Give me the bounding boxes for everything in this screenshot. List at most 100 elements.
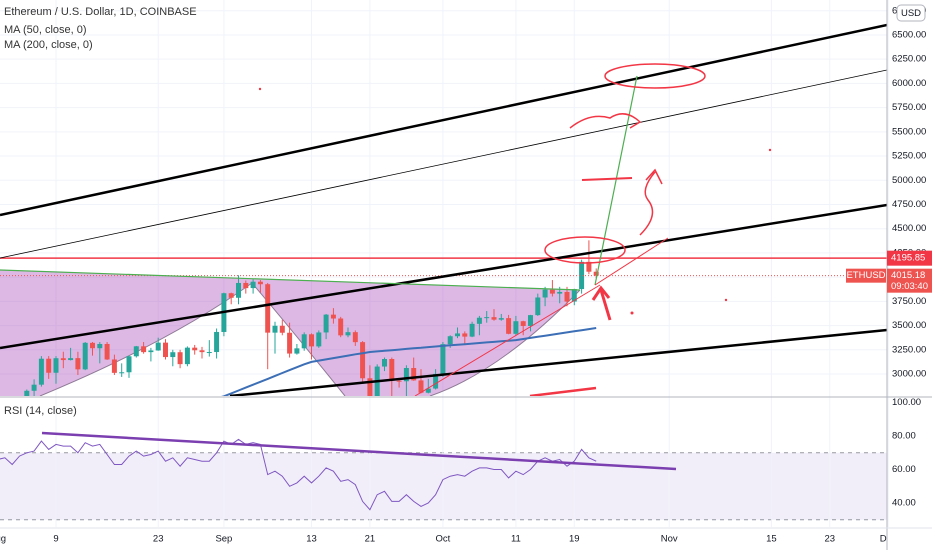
candle-body [520, 321, 526, 326]
currency-box[interactable] [896, 4, 926, 22]
candle-body [455, 333, 460, 337]
candle-body [425, 388, 431, 393]
symbol-label: ETHUSD [846, 270, 885, 281]
candle-body [433, 373, 439, 389]
moving-average [221, 327, 597, 396]
x-tick-label: 13 [306, 534, 317, 545]
trendline [0, 69, 887, 259]
candle-body [272, 325, 278, 333]
last-price-box [887, 268, 932, 293]
grid [0, 0, 889, 527]
dot [630, 311, 634, 315]
hline-label-box [887, 250, 932, 266]
rsi-tick-label: 100.00 [892, 397, 921, 408]
time-axis: Aug 9 23 Sep 13 21 Oct 11 19 Nov 15 23 Dec [0, 534, 887, 545]
candle-body [462, 333, 468, 337]
trendline [229, 328, 887, 396]
y-tick-label: 6500.00 [892, 29, 926, 40]
shaded-region [0, 270, 580, 396]
candle-body [170, 352, 176, 358]
candle-body [177, 352, 183, 365]
candle-body [287, 332, 293, 354]
rsi-trendline [41, 431, 677, 471]
candle-body [564, 291, 570, 302]
candle-body [571, 289, 577, 302]
candle-body [469, 323, 475, 337]
marks [0, 240, 887, 511]
rsi-tick-label: 40.00 [892, 498, 916, 509]
last-price-label: 4015.18 [891, 270, 925, 281]
candle-body [593, 271, 599, 276]
x-tick-label: Sep [215, 534, 232, 545]
candle-body [528, 315, 533, 326]
x-tick-label: 11 [511, 534, 521, 545]
candle-body [68, 358, 74, 361]
y-tick-label: 3000.00 [892, 369, 926, 380]
dot [724, 298, 728, 302]
y-tick-label: 5500.00 [892, 126, 926, 137]
candle-body [484, 317, 490, 319]
candle-body [279, 325, 285, 333]
candle-body [498, 318, 504, 320]
y-tick-label: 5000.00 [892, 175, 926, 186]
red-line [594, 237, 669, 286]
candle-body [148, 350, 154, 353]
drawings [0, 23, 887, 396]
candle-body [90, 342, 95, 349]
currency[interactable]: USD [901, 8, 921, 19]
candle-body [111, 359, 117, 373]
y-tick-label: 5250.00 [892, 151, 926, 162]
candle-body [418, 380, 424, 393]
x-tick-label: 15 [766, 534, 777, 545]
x-tick-label: 23 [153, 534, 164, 545]
y-tick-label: 6000.00 [892, 78, 926, 89]
y-tick-label: 4750.00 [892, 199, 926, 210]
x-tick-label: Oct [436, 534, 451, 545]
candle-body [542, 289, 548, 298]
x-tick-label: 23 [825, 534, 836, 545]
candle-body [141, 346, 147, 353]
trendline [0, 23, 887, 217]
red-stroke [529, 386, 597, 396]
rsi-line [0, 438, 597, 511]
candle-body [257, 281, 263, 285]
chart-title: Ethereum / U.S. Dollar, 1D, COINBASE [4, 6, 197, 18]
projection [594, 75, 638, 286]
rsi-tick-label: 60.00 [892, 464, 916, 475]
rsi-pane [0, 438, 597, 511]
candle-body [163, 342, 168, 358]
rsi-title: RSI (14, close) [4, 405, 77, 417]
rsi-tick-label: 80.00 [892, 431, 916, 442]
candle-body [352, 332, 358, 343]
y-tick-label: 3250.00 [892, 344, 926, 355]
y-tick-label: 3500.00 [892, 320, 926, 331]
candle-body [119, 372, 125, 374]
x-tick-label: 19 [569, 534, 580, 545]
candle-body [389, 358, 395, 381]
candle-body [367, 378, 373, 396]
candle-body [155, 342, 161, 351]
candle-body [338, 318, 344, 336]
candle-body [75, 358, 81, 370]
hline-label: 4195.85 [891, 253, 925, 264]
legend-entry: MA (50, close, 0) [4, 24, 87, 36]
candle-body [250, 281, 256, 289]
candle-body [243, 282, 249, 289]
dot [768, 148, 772, 152]
candle-body [382, 358, 387, 367]
candle-body [53, 358, 59, 373]
candle-body [323, 314, 329, 333]
candle-body [192, 347, 198, 351]
candle-body [265, 284, 271, 333]
dot [258, 87, 262, 91]
candle-body [491, 317, 497, 320]
circle [604, 63, 706, 89]
candle-body [228, 293, 234, 298]
x-tick-label: 21 [365, 534, 376, 545]
candle-body [126, 356, 132, 373]
arrow [591, 285, 612, 321]
y-tick-label: 4500.00 [892, 223, 926, 234]
candle-body [513, 321, 519, 334]
candle-body [184, 347, 190, 365]
